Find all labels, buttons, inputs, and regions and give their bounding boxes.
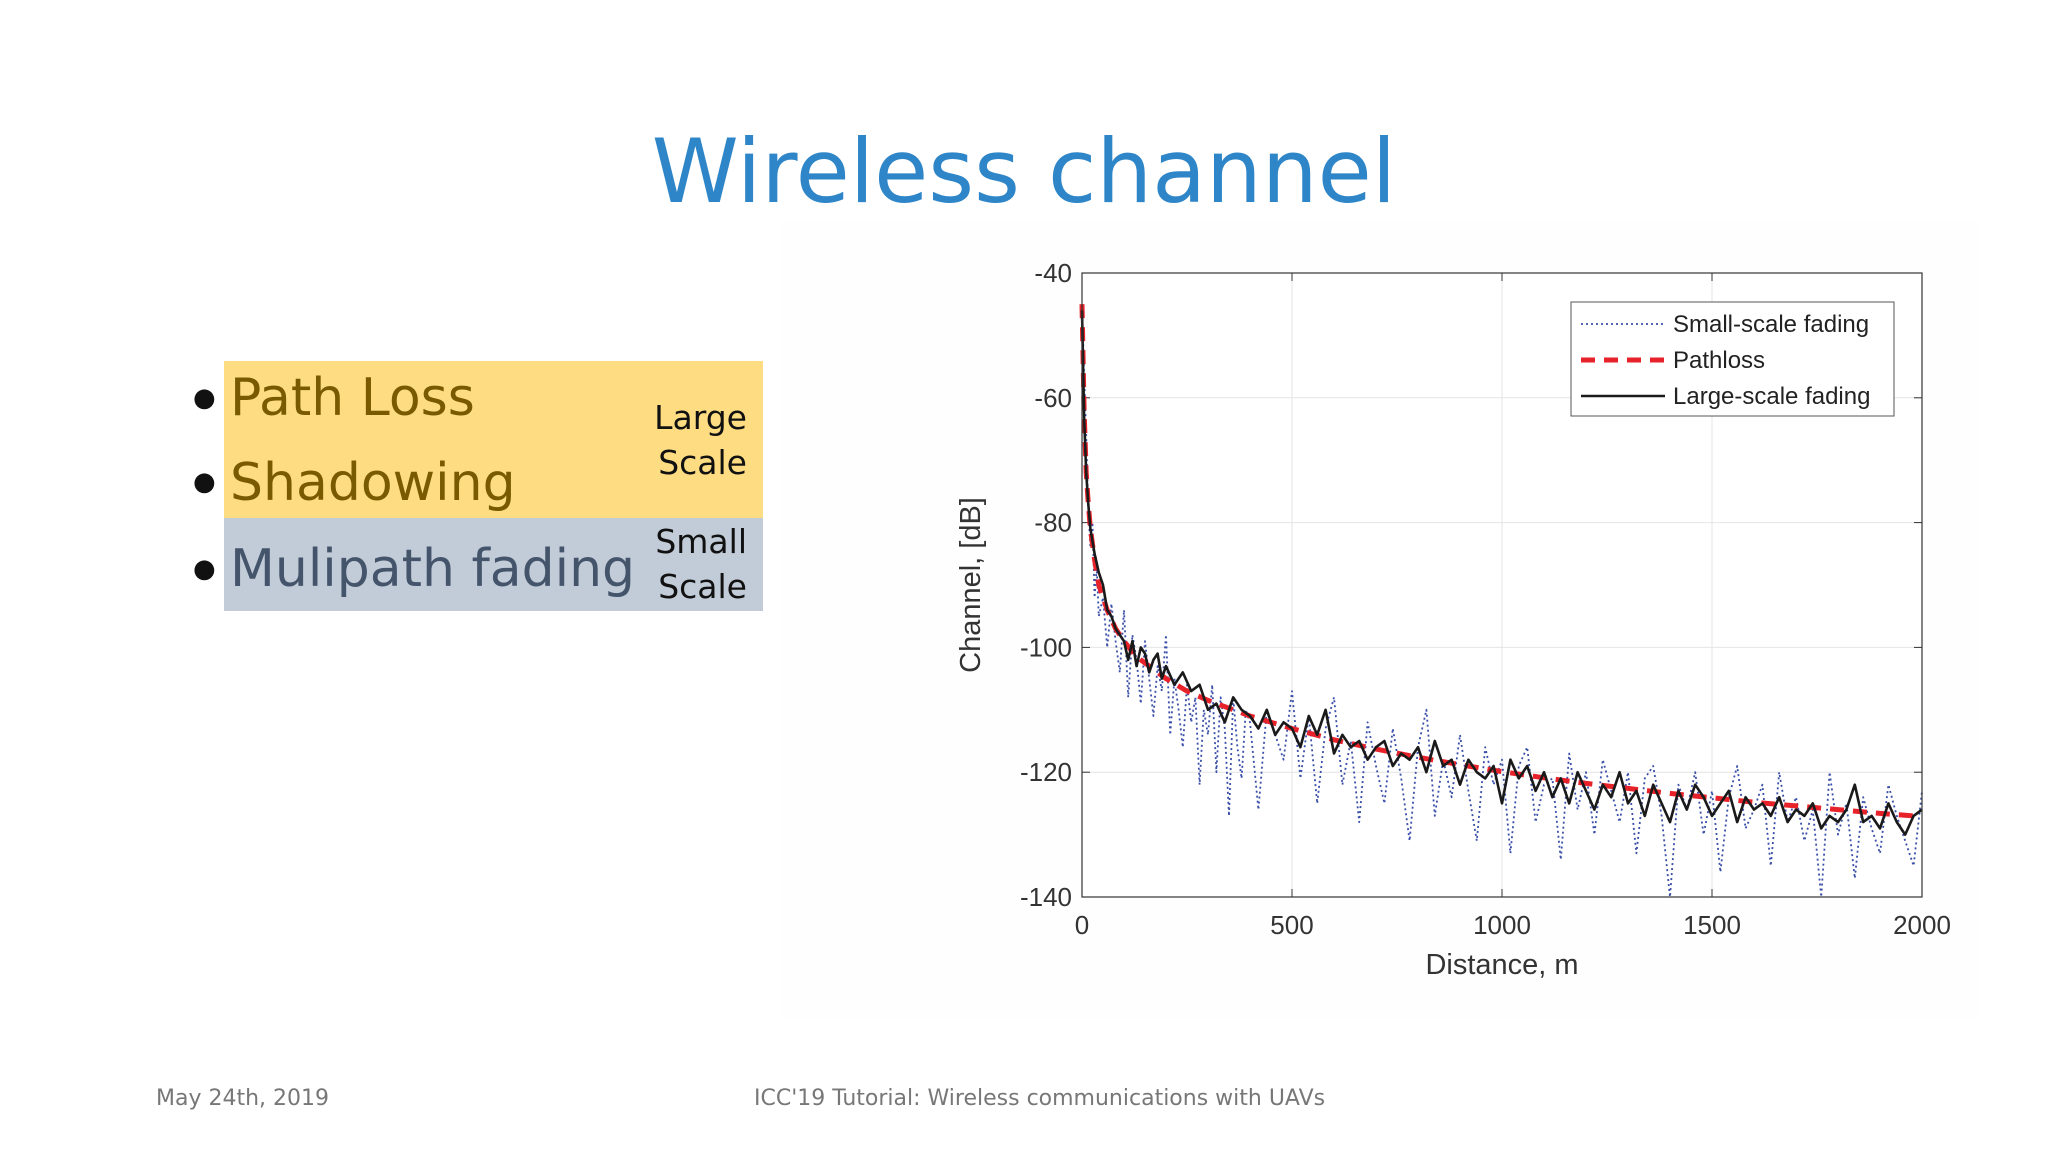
footer-date: May 24th, 2019	[156, 1086, 330, 1111]
footer-event: ICC'19 Tutorial: Wireless communications…	[754, 1086, 1326, 1111]
bullet-multipath-fading: Mulipath fading	[230, 539, 636, 599]
small-scale-highlight	[224, 518, 763, 611]
x-axis-label: Distance, m	[1425, 949, 1578, 981]
x-tick-label: 1500	[1683, 910, 1741, 940]
y-tick-label: -80	[1034, 508, 1072, 538]
x-tick-label: 2000	[1893, 910, 1951, 940]
bullet-dot: ●	[193, 467, 216, 497]
small-scale-label-line2: Scale	[658, 567, 747, 606]
x-tick-label: 0	[1075, 910, 1089, 940]
channel-distance-chart: 0 500 1000 1500 2000 -40 -60 -80 -100 -120 -140 Dis…	[955, 258, 1951, 981]
x-tick-label: 1000	[1473, 910, 1531, 940]
legend-label: Pathloss	[1673, 347, 1765, 374]
y-axis-label: Channel, [dB]	[955, 497, 987, 673]
bullet-shadowing: Shadowing	[230, 453, 516, 513]
axes-box	[1081, 272, 1923, 898]
slide-title: Wireless channel	[651, 120, 1397, 223]
small-scale-label-line1: Small	[655, 522, 747, 561]
legend-label: Small-scale fading	[1673, 311, 1869, 338]
large-scale-label-line1: Large	[654, 398, 747, 437]
legend-label: Large-scale fading	[1673, 383, 1870, 410]
bullet-dot: ●	[193, 554, 216, 584]
y-tick-label: -40	[1034, 258, 1072, 288]
y-tick-label: -100	[1020, 632, 1072, 662]
y-tick-label: -140	[1020, 882, 1072, 912]
chart-container: 0 500 1000 1500 2000 -40 -60 -80 -100 -120 -140 Dis…	[780, 220, 1980, 1020]
bullet-dot: ●	[193, 383, 216, 413]
large-scale-label-line2: Scale	[658, 443, 747, 482]
y-tick-label: -120	[1020, 757, 1072, 787]
bullet-path-loss: Path Loss	[230, 368, 475, 428]
x-tick-label: 500	[1270, 910, 1313, 940]
y-tick-label: -60	[1034, 383, 1072, 413]
series-line-small-scale-fading	[1081, 304, 1923, 898]
large-scale-highlight	[224, 361, 763, 518]
series-line-large-scale-fading	[1080, 310, 1923, 836]
